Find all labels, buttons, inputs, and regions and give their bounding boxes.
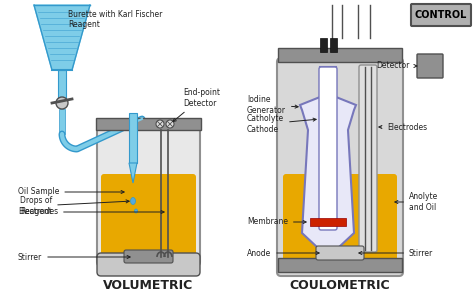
Text: Burette with Karl Fischer
Reagent: Burette with Karl Fischer Reagent [68, 10, 163, 29]
FancyBboxPatch shape [319, 67, 337, 230]
Text: End-point
Detector: End-point Detector [173, 88, 220, 121]
Text: Membrane: Membrane [247, 217, 306, 226]
Bar [278, 258, 402, 272]
Text: VOLUMETRIC: VOLUMETRIC [103, 279, 193, 292]
Text: Oil Sample: Oil Sample [18, 188, 124, 197]
FancyBboxPatch shape [97, 253, 200, 276]
FancyBboxPatch shape [411, 4, 471, 26]
FancyBboxPatch shape [277, 58, 403, 276]
Text: Stirrer: Stirrer [359, 249, 433, 258]
Ellipse shape [135, 209, 137, 213]
Bar [59, 109, 65, 134]
Text: Drops of
Reagent: Drops of Reagent [20, 196, 129, 216]
FancyBboxPatch shape [316, 246, 364, 260]
Text: COULOMETRIC: COULOMETRIC [290, 279, 390, 292]
Text: CONTROL: CONTROL [415, 10, 467, 20]
FancyBboxPatch shape [124, 250, 173, 263]
Text: Electrodes: Electrodes [379, 123, 427, 131]
Bar [58, 70, 66, 100]
FancyBboxPatch shape [283, 174, 397, 261]
Circle shape [156, 120, 164, 128]
Text: Electrodes: Electrodes [18, 207, 164, 217]
Bar [310, 218, 346, 226]
Text: Catholyte
Cathode: Catholyte Cathode [247, 114, 316, 134]
Text: Detector: Detector [377, 62, 417, 70]
FancyBboxPatch shape [97, 126, 200, 266]
Bar [129, 113, 137, 163]
Polygon shape [129, 163, 137, 183]
Polygon shape [34, 5, 90, 70]
Bar [96, 118, 201, 130]
FancyBboxPatch shape [359, 65, 377, 252]
Text: Anode: Anode [247, 249, 319, 258]
Text: Stirrer: Stirrer [18, 252, 130, 262]
Bar [330, 38, 337, 52]
Bar [320, 38, 327, 52]
Bar [278, 48, 402, 62]
FancyBboxPatch shape [417, 54, 443, 78]
FancyBboxPatch shape [101, 174, 196, 265]
Circle shape [166, 120, 174, 128]
Polygon shape [300, 67, 356, 248]
Ellipse shape [130, 198, 136, 204]
Text: Iodine
Generator: Iodine Generator [247, 95, 298, 115]
Text: Anolyte
and Oil: Anolyte and Oil [395, 192, 438, 212]
Circle shape [56, 97, 68, 109]
